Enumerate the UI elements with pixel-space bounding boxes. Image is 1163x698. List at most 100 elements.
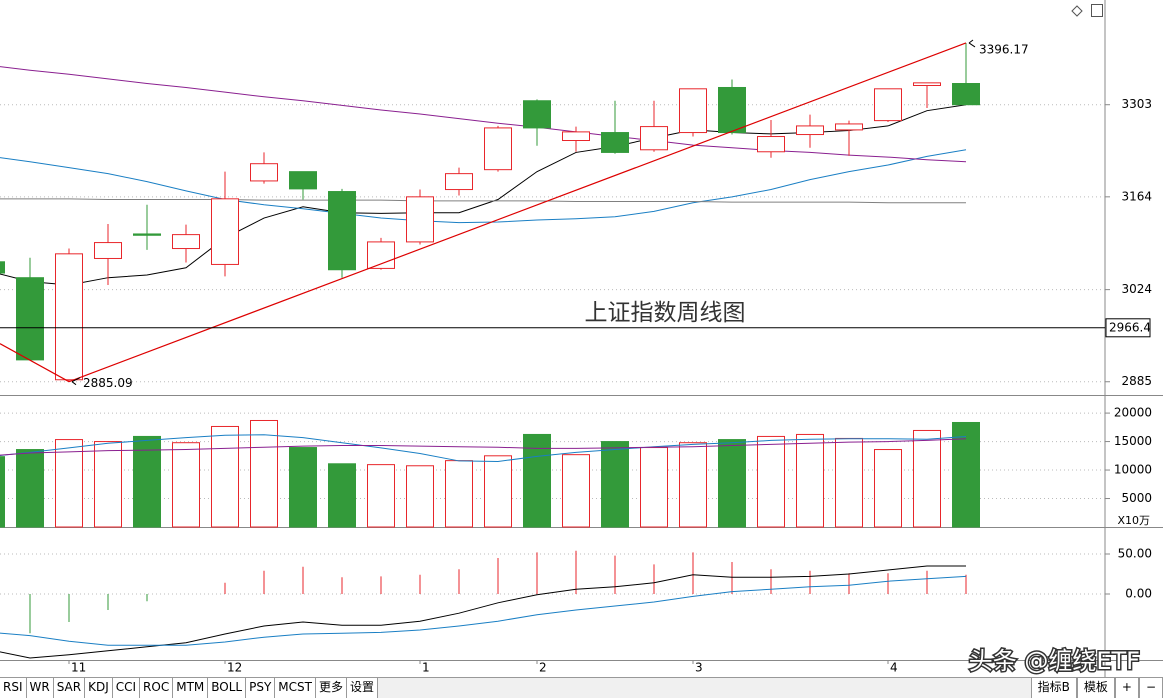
volume-bar: [835, 437, 863, 528]
volume-bar: [874, 449, 902, 528]
volume-bar: [367, 464, 395, 528]
indicator-tab[interactable]: SAR: [53, 678, 86, 698]
y-tick-label: 3024: [1121, 282, 1152, 296]
indicator-tab[interactable]: CCI: [112, 678, 141, 698]
volume-bar: [796, 433, 824, 528]
indicator-tab[interactable]: ROC: [140, 678, 174, 698]
y-tick-label: 5000: [1121, 491, 1152, 505]
volume-bar: [55, 439, 83, 528]
volume-bar: [289, 447, 317, 528]
volume-bar: [250, 419, 278, 528]
volume-bar: [406, 465, 434, 528]
y-tick-label: 20000: [1114, 406, 1152, 420]
candle-body: [952, 83, 980, 106]
tabs: RSI WR SAR KDJ CCI ROC MTM BOLL PSY MCST 更多 设置: [0, 678, 379, 698]
y-tick-label: 50.00: [1118, 547, 1152, 561]
indicator-line: [0, 565, 966, 659]
volume-bar: [679, 442, 707, 528]
x-tick-label: 2: [539, 661, 547, 675]
toolbar-button[interactable]: +: [1114, 678, 1139, 698]
window-icon[interactable]: [1091, 4, 1103, 17]
volume-bar: [133, 435, 161, 528]
reference-label-box: [1105, 318, 1151, 338]
volume-bar: [211, 425, 239, 528]
chart-title: 上证指数周线图: [585, 300, 746, 326]
volume-bar: [484, 455, 512, 528]
y-tick-label: 3164: [1121, 189, 1152, 203]
toolbar-button[interactable]: 模板: [1076, 678, 1115, 698]
candle-body: [757, 136, 785, 153]
volume-bar: [94, 441, 122, 528]
indicator-tab[interactable]: PSY: [246, 678, 276, 698]
candle-body: [0, 261, 5, 274]
plot-area: [0, 42, 1105, 659]
indicator-tab[interactable]: 更多: [315, 678, 347, 698]
indicator-line: [0, 66, 967, 163]
candle-body: [133, 233, 161, 236]
high-label: 3396.17: [979, 42, 1029, 56]
y-tick-label: 2885: [1121, 374, 1152, 388]
indicator-line: [0, 575, 967, 646]
candle-body: [445, 173, 473, 191]
indicator-tab[interactable]: 设置: [347, 678, 379, 698]
x-tick-label: 12: [227, 661, 242, 675]
y-tick-label: 3303: [1121, 97, 1152, 111]
toolbar: RSI WR SAR KDJ CCI ROC MTM BOLL PSY MCST 更多 设置 指标B 模板…: [0, 677, 1163, 698]
indicator-tab[interactable]: KDJ: [85, 678, 113, 698]
x-tick-label: 1: [422, 661, 430, 675]
low-label: 2885.09: [83, 376, 133, 390]
pointer: [968, 39, 976, 48]
volume-bar: [718, 439, 746, 528]
candle-body: [484, 127, 512, 171]
volume-bar: [562, 454, 590, 528]
volume-bar: [523, 433, 551, 528]
candle-body: [523, 100, 551, 129]
indicator-line: [0, 434, 967, 463]
candle-body: [328, 191, 356, 271]
toolbar-button[interactable]: −: [1138, 678, 1163, 698]
toolbar-button[interactable]: 指标B: [1030, 678, 1077, 698]
candle-body: [679, 88, 707, 134]
indicator-tab[interactable]: WR: [26, 678, 54, 698]
volume-bar: [913, 429, 941, 528]
indicator-tab[interactable]: MCST: [275, 678, 316, 698]
indicator-line: [0, 198, 966, 204]
indicator-tab[interactable]: BOLL: [208, 678, 247, 698]
volume-bar: [328, 463, 356, 528]
candle-body: [289, 171, 317, 190]
candle-body: [913, 82, 941, 86]
volume-bar: [0, 456, 5, 528]
chart: 上证指数周线图 X10万 头条 @缠绕ETF 2885 3024 3164 3303 2…: [0, 0, 1163, 677]
candle-body: [94, 242, 122, 259]
candle-body: [211, 198, 239, 265]
trend-line: [0, 343, 70, 383]
y-tick-label: 15000: [1114, 434, 1152, 448]
y-tick-label: 10000: [1114, 463, 1152, 477]
candle-body: [796, 125, 824, 136]
candle-body: [718, 86, 746, 134]
candle-body: [55, 253, 83, 381]
indicator-tab[interactable]: RSI: [0, 678, 27, 698]
indicator-line: [0, 149, 967, 224]
watermark: 头条 @缠绕ETF: [969, 647, 1140, 675]
candle-body: [562, 131, 590, 142]
diamond-icon[interactable]: [1071, 5, 1083, 17]
reference-label: 2966.4: [1109, 320, 1151, 334]
indicator-tab[interactable]: MTM: [173, 678, 209, 698]
candle-body: [874, 88, 902, 122]
trend-line: [68, 42, 967, 383]
candle-body: [16, 277, 44, 361]
volume-bar: [952, 421, 980, 528]
volume-bar: [172, 442, 200, 528]
volume-bar: [16, 449, 44, 528]
pointer: [71, 377, 81, 386]
candle-body: [835, 123, 863, 131]
unit-label: X10万: [1117, 514, 1150, 527]
y-tick-label: 0.00: [1125, 587, 1152, 601]
x-tick-label: 4: [890, 661, 898, 675]
x-tick-label: 11: [71, 661, 86, 675]
candle-body: [250, 163, 278, 182]
candle-body: [601, 132, 629, 153]
toolbar-right: 指标B 模板 + −: [1030, 678, 1163, 698]
